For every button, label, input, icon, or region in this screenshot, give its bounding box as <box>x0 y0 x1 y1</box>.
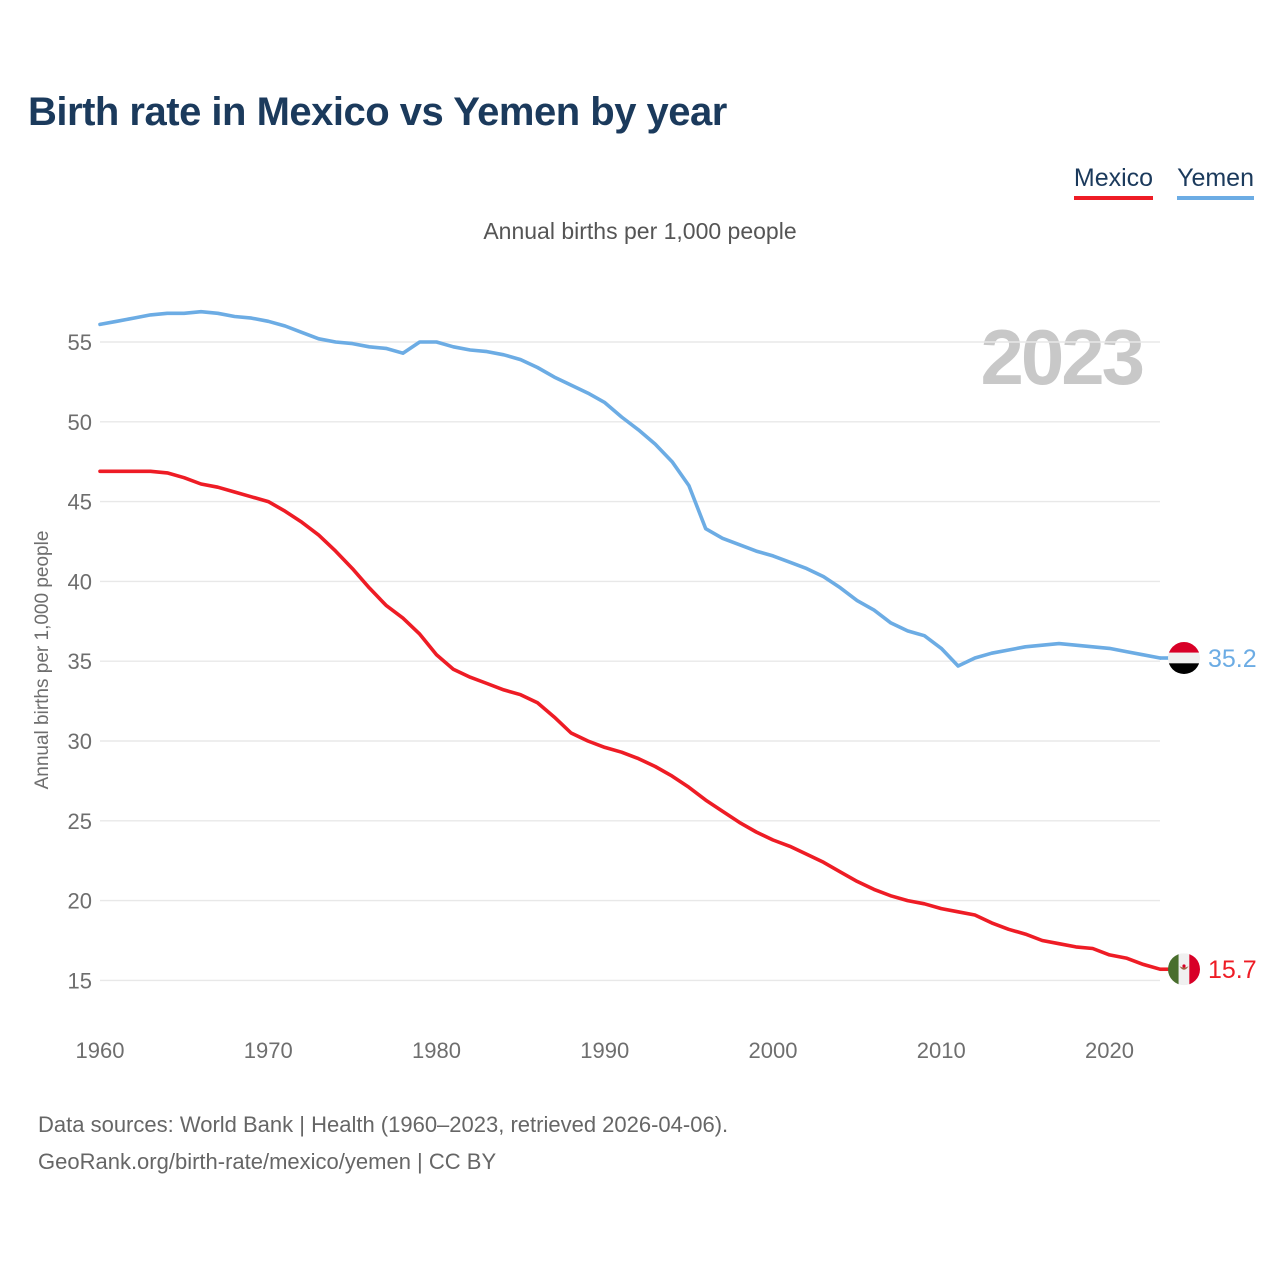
y-tick-label: 15 <box>68 968 92 993</box>
y-tick-label: 20 <box>68 889 92 914</box>
mexico-flag-icon <box>1168 953 1200 986</box>
page-title: Birth rate in Mexico vs Yemen by year <box>28 90 727 134</box>
footer-attribution: GeoRank.org/birth-rate/mexico/yemen | CC… <box>38 1149 497 1174</box>
yemen-end-value: 35.2 <box>1208 645 1257 673</box>
footer: Data sources: World Bank | Health (1960–… <box>38 1106 728 1180</box>
y-axis-label: Annual births per 1,000 people <box>32 531 53 790</box>
legend-item-yemen[interactable]: Yemen <box>1177 164 1254 200</box>
y-tick-label: 35 <box>68 649 92 674</box>
yemen-flag-icon <box>1168 642 1200 675</box>
legend-item-mexico[interactable]: Mexico <box>1073 164 1154 200</box>
footer-sources: Data sources: World Bank | Health (1960–… <box>38 1112 729 1137</box>
mexico-end-value: 15.7 <box>1208 956 1257 984</box>
y-tick-label: 50 <box>68 410 92 435</box>
x-tick-label: 1980 <box>412 1038 461 1063</box>
mexico-line <box>98 469 1162 972</box>
y-tick-label: 45 <box>68 490 92 515</box>
x-tick-label: 1970 <box>244 1038 293 1063</box>
mexico-flag-emblem <box>1179 966 1189 970</box>
x-tick-label: 1990 <box>580 1038 629 1063</box>
x-tick-label: 2000 <box>749 1038 798 1063</box>
y-tick-label: 25 <box>68 809 92 834</box>
yemen-line <box>98 309 1162 668</box>
y-tick-label: 40 <box>68 569 92 594</box>
legend: Mexico Yemen <box>1073 164 1254 200</box>
year-watermark: 2023 <box>980 313 1142 401</box>
chart-subtitle: Annual births per 1,000 people <box>483 218 797 244</box>
y-tick-label: 30 <box>68 729 92 754</box>
x-tick-label: 2010 <box>917 1038 966 1063</box>
x-tick-label: 1960 <box>76 1038 125 1063</box>
y-tick-label: 55 <box>68 330 92 355</box>
x-tick-label: 2020 <box>1085 1038 1134 1063</box>
